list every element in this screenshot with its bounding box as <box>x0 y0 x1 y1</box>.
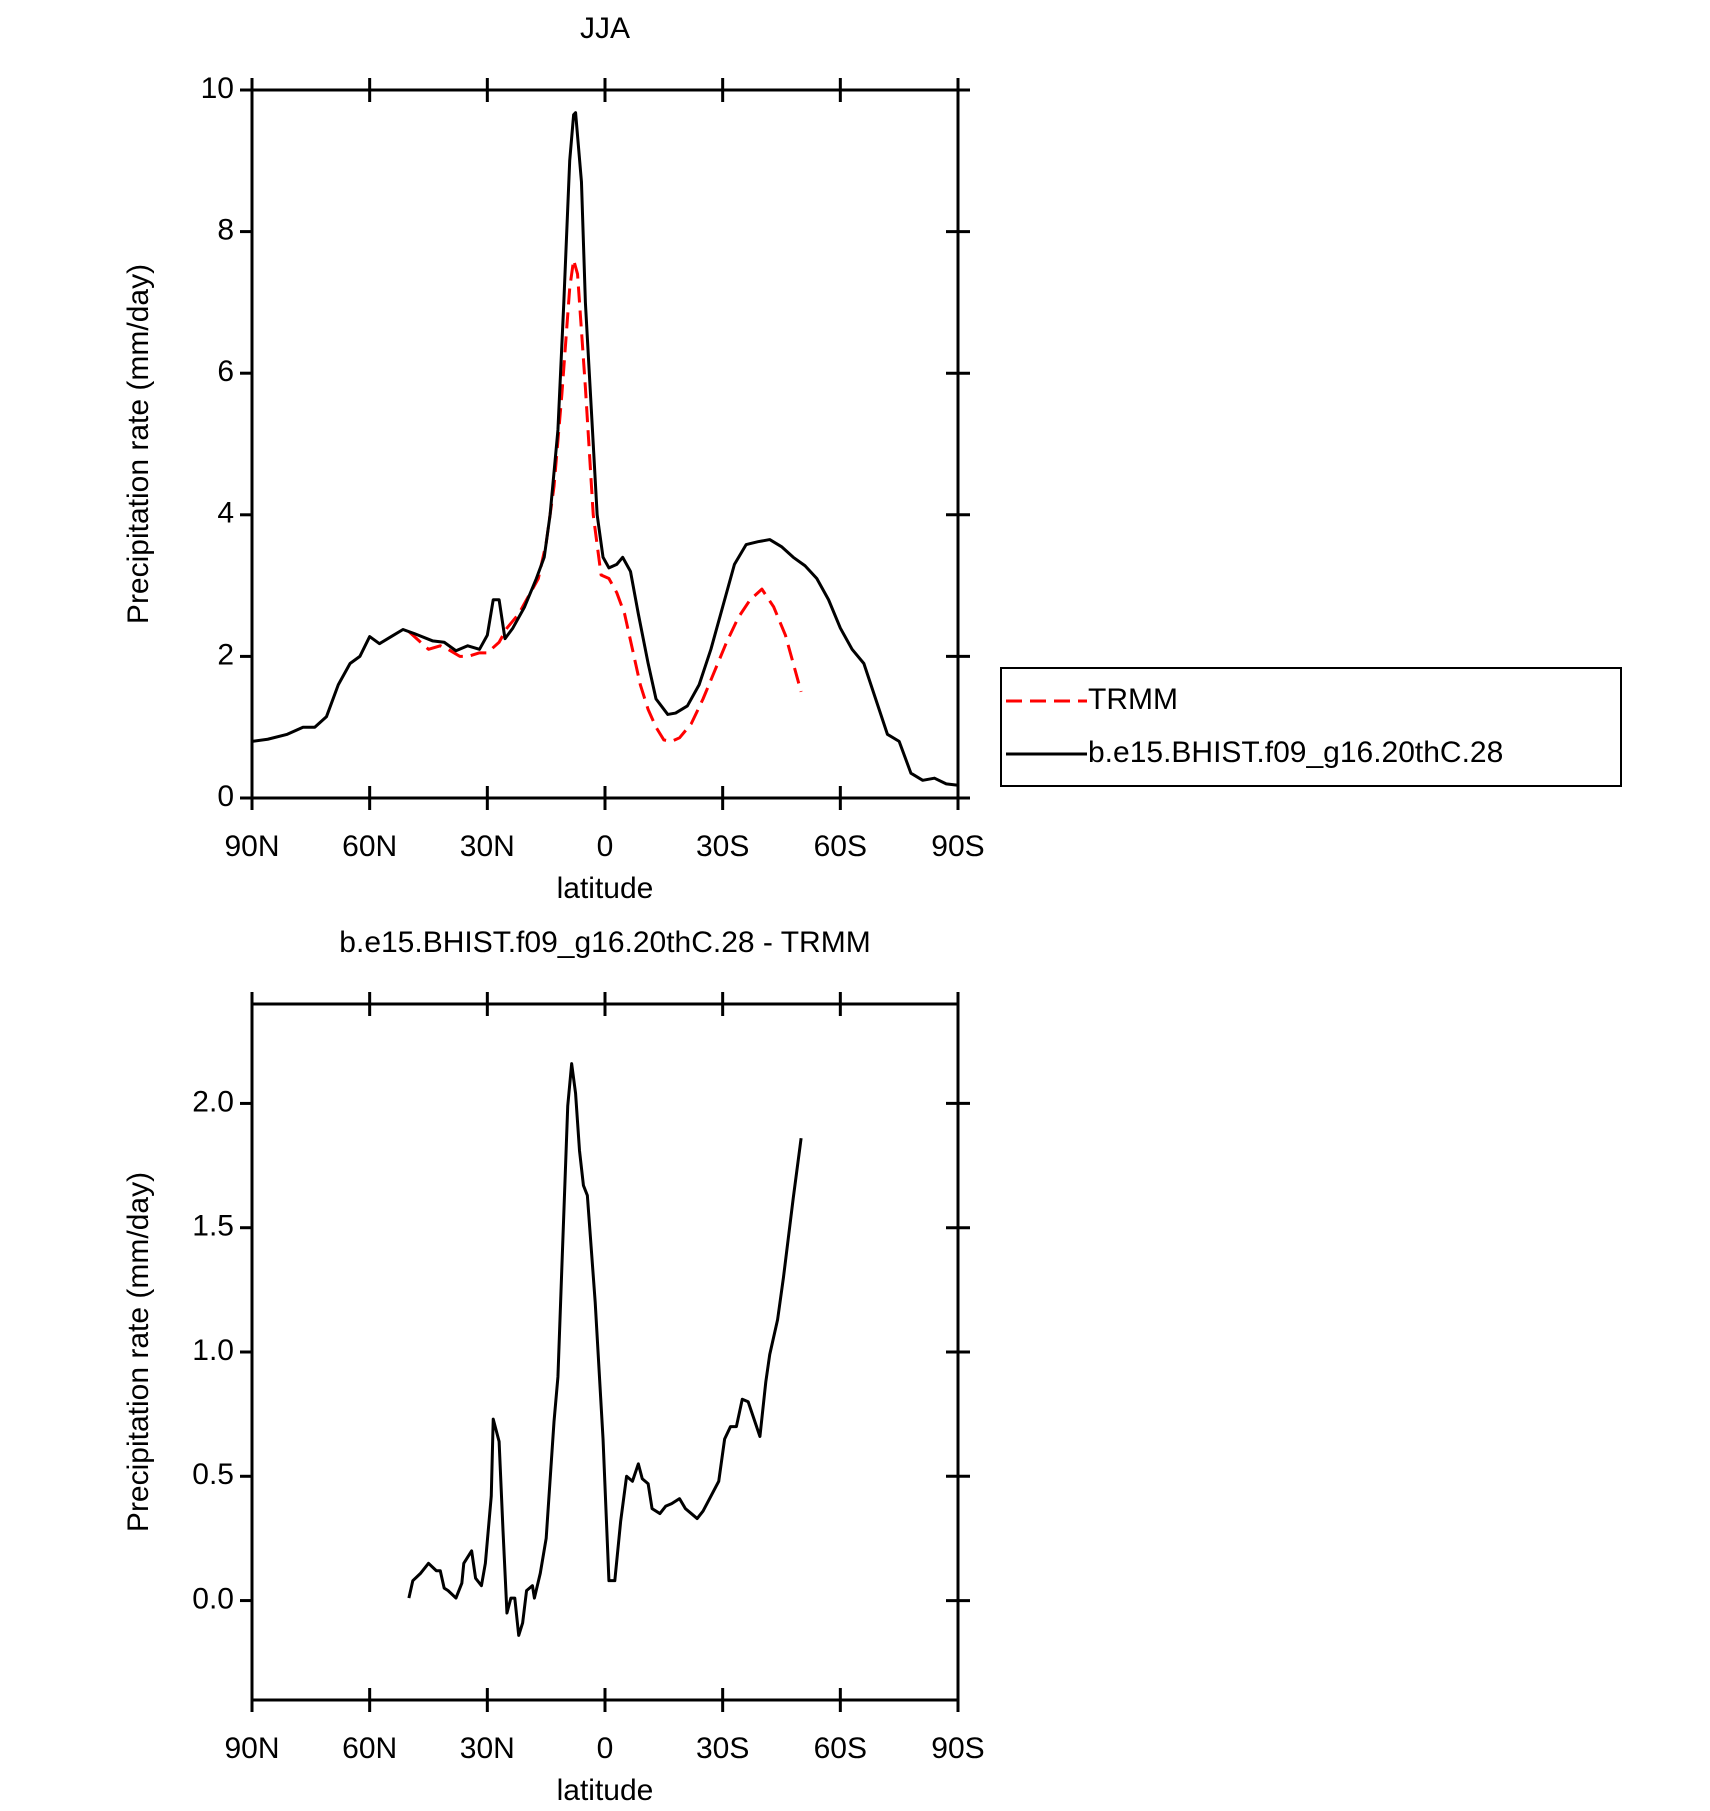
y-tick-label: 2.0 <box>192 1085 234 1118</box>
legend-box <box>1000 667 1622 787</box>
plot-frame <box>250 88 960 800</box>
y-tick-label: 0.0 <box>192 1582 234 1615</box>
x-tick-label: 30S <box>696 830 749 863</box>
x-tick-label: 0 <box>597 1732 614 1765</box>
x-tick-label: 30N <box>460 830 515 863</box>
y-tick-label: 0.5 <box>192 1458 234 1491</box>
x-tick-label: 90S <box>931 830 984 863</box>
x-tick-label: 60N <box>342 1732 397 1765</box>
y-tick-label: 8 <box>217 214 234 247</box>
series-line <box>251 111 959 787</box>
x-tick-label: 60S <box>814 1732 867 1765</box>
chart-title: b.e15.BHIST.f09_g16.20thC.28 - TRMM <box>339 926 870 959</box>
plot-frame <box>250 1002 960 1702</box>
x-axis-label: latitude <box>557 1774 654 1807</box>
chart-title: JJA <box>580 12 630 45</box>
y-tick-label: 4 <box>217 497 234 530</box>
x-tick-label: 0 <box>597 830 614 863</box>
y-tick-label: 1.0 <box>192 1334 234 1367</box>
y-tick-label: 1.5 <box>192 1210 234 1243</box>
x-tick-label: 90N <box>224 1732 279 1765</box>
x-tick-label: 30S <box>696 1732 749 1765</box>
y-tick-label: 10 <box>201 72 234 105</box>
y-axis-label: Precipitation rate (mm/day) <box>122 264 155 624</box>
legend-label: b.e15.BHIST.f09_g16.20thC.28 <box>1088 736 1503 769</box>
y-tick-label: 6 <box>217 355 234 388</box>
y-axis-label: Precipitation rate (mm/day) <box>122 1172 155 1532</box>
y-tick-label: 0 <box>217 780 234 813</box>
series-line <box>407 1062 803 1637</box>
y-tick-label: 2 <box>217 638 234 671</box>
x-tick-label: 90N <box>224 830 279 863</box>
series-line <box>407 258 803 743</box>
x-tick-label: 90S <box>931 1732 984 1765</box>
legend-label: TRMM <box>1088 683 1178 716</box>
x-axis-label: latitude <box>557 872 654 905</box>
x-tick-label: 60S <box>814 830 867 863</box>
x-tick-label: 60N <box>342 830 397 863</box>
x-tick-label: 30N <box>460 1732 515 1765</box>
